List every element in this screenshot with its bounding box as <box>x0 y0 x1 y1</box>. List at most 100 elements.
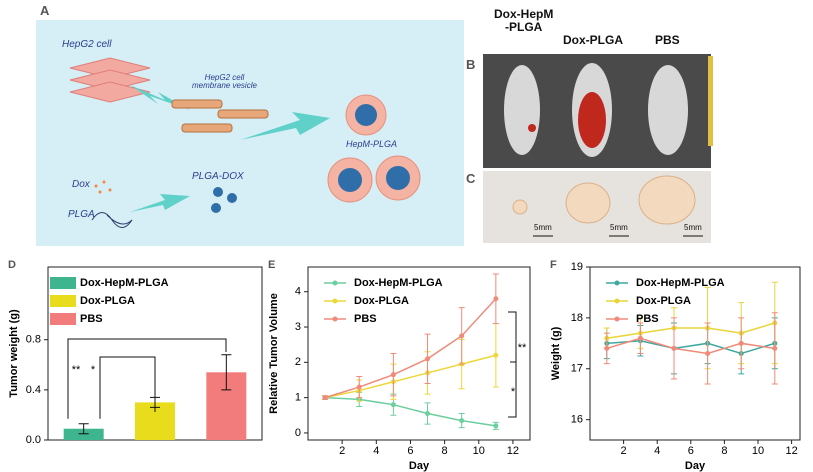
significance-label: ** <box>518 342 527 354</box>
y-tick-label: 16 <box>571 414 583 426</box>
legend-swatch <box>50 295 76 307</box>
x-axis-label: Day <box>685 460 706 472</box>
y-tick-label: 0 <box>295 427 301 439</box>
x-tick-label: 6 <box>407 445 413 457</box>
diagram-label: PLGA-DOX <box>192 171 244 182</box>
x-tick-label: 6 <box>688 445 694 457</box>
column-header: PBS <box>655 33 680 47</box>
point <box>493 296 499 302</box>
cell-sheet <box>69 57 151 103</box>
legend-entry: Dox-PLGA <box>80 295 135 307</box>
point <box>604 345 610 351</box>
x-tick-label: 12 <box>507 445 519 457</box>
legend-entry: Dox-PLGA <box>636 295 691 307</box>
significance-label: * <box>91 364 96 376</box>
line <box>324 354 497 399</box>
line <box>325 396 496 427</box>
error-bar <box>78 423 89 435</box>
y-axis-label: Weight (g) <box>550 326 562 380</box>
scale-label: 5mm <box>610 223 628 232</box>
diagram-label: HepG2 cell <box>62 39 112 50</box>
vesicles <box>171 99 269 133</box>
scale-label: 5mm <box>534 223 552 232</box>
panel-label: A <box>40 3 50 18</box>
line <box>606 322 776 339</box>
legend-marker <box>332 316 338 322</box>
diagram-label: HepM-PLGA <box>346 139 398 149</box>
panel-label: E <box>268 259 275 271</box>
panel-label: D <box>8 259 16 271</box>
line <box>606 337 775 355</box>
panel-label: C <box>466 171 476 186</box>
tumors <box>512 175 696 225</box>
line <box>324 298 497 399</box>
y-tick-label: 18 <box>571 312 583 324</box>
y-tick-label: 17 <box>571 363 583 375</box>
y-tick-label: 1 <box>295 392 301 404</box>
diagram-label: HepG2 cell membrane vesicle <box>192 73 257 91</box>
x-tick-label: 2 <box>339 445 345 457</box>
plot-frame <box>589 266 801 441</box>
point <box>493 423 499 429</box>
column-header: Dox-PLGA <box>563 33 623 47</box>
significance-bracket <box>67 338 227 419</box>
y-tick-label: 4 <box>295 286 301 298</box>
y-tick-label: 0.4 <box>26 384 41 396</box>
significance-label: * <box>511 386 516 398</box>
diagram-label: Dox <box>72 179 90 190</box>
error-bar <box>221 354 232 391</box>
legend-marker <box>614 280 620 286</box>
nanoparticles <box>91 94 421 228</box>
panel-a-bg <box>36 20 464 246</box>
legend-entry: PBS <box>354 313 377 325</box>
point <box>772 345 778 351</box>
legend-marker <box>332 280 338 286</box>
legend-marker <box>332 298 338 304</box>
x-tick-label: 4 <box>373 445 379 457</box>
point <box>356 384 362 390</box>
point <box>425 411 431 417</box>
point <box>637 335 643 341</box>
y-tick-label: 0.8 <box>26 334 41 346</box>
point <box>493 352 499 358</box>
x-tick-label: 10 <box>473 445 485 457</box>
point <box>390 402 396 408</box>
legend-marker <box>614 316 620 322</box>
x-tick-label: 8 <box>721 445 727 457</box>
point <box>459 418 465 424</box>
significance-label: ** <box>72 364 81 376</box>
y-tick-label: 2 <box>295 356 301 368</box>
plot-frame <box>307 266 531 441</box>
x-tick-label: 2 <box>621 445 627 457</box>
x-axis-label: Day <box>409 460 430 472</box>
x-tick-label: 4 <box>654 445 660 457</box>
column-header: Dox-HepM -PLGA <box>494 7 554 34</box>
line <box>606 340 776 355</box>
panel-label: F <box>550 259 557 271</box>
panel-label: B <box>466 57 476 72</box>
significance-bracket <box>508 311 517 418</box>
scale-label: 5mm <box>684 223 702 232</box>
x-tick-label: 10 <box>752 445 764 457</box>
legend-swatch <box>50 313 76 325</box>
legend-entry: PBS <box>636 313 659 325</box>
point <box>425 356 431 362</box>
y-axis-label: Tumor weight (g) <box>8 309 20 398</box>
bar <box>63 428 104 440</box>
y-tick-label: 0.0 <box>26 434 41 446</box>
point <box>459 333 465 339</box>
diagram-label: PLGA <box>68 209 95 220</box>
point <box>671 345 677 351</box>
y-tick-label: 19 <box>571 261 583 273</box>
y-tick-label: 3 <box>295 321 301 333</box>
point <box>390 372 396 378</box>
colorbar <box>708 56 713 146</box>
point <box>738 340 744 346</box>
x-tick-label: 12 <box>785 445 797 457</box>
x-tick-label: 8 <box>442 445 448 457</box>
legend-swatch <box>50 277 76 289</box>
legend-entry: Dox-HepM-PLGA <box>636 277 725 289</box>
legend-entry: PBS <box>80 313 103 325</box>
